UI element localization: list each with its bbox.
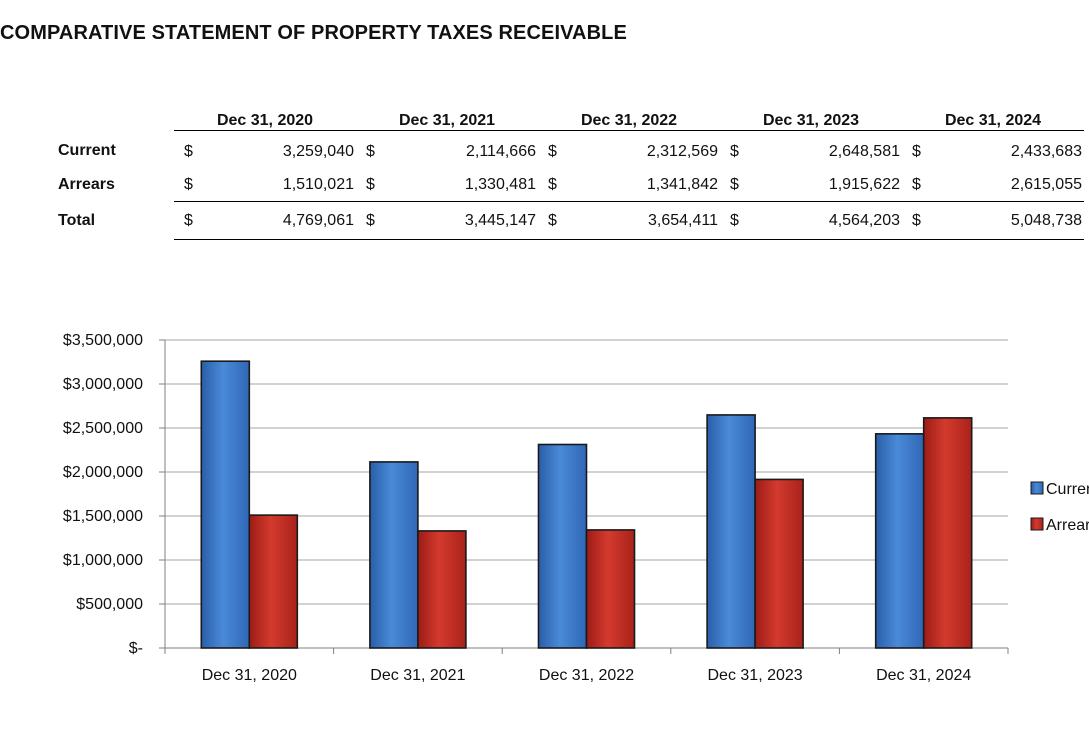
currency-symbol: $ bbox=[912, 142, 921, 160]
table-row-current: Current $ 3,259,040 $ 2,114,666 $ 2,312,… bbox=[50, 131, 1084, 169]
table-cell: 3,654,411 bbox=[568, 201, 720, 240]
x-tick-label: Dec 31, 2023 bbox=[708, 667, 803, 684]
column-header: Dec 31, 2020 bbox=[174, 104, 356, 131]
table-cell: 5,048,738 bbox=[932, 201, 1084, 240]
currency-symbol: $ bbox=[902, 201, 932, 240]
bar-current bbox=[369, 461, 419, 649]
column-header: Dec 31, 2023 bbox=[720, 104, 902, 131]
x-tick-labels: Dec 31, 2020 Dec 31, 2021 Dec 31, 2022 Dec … bbox=[202, 667, 972, 684]
currency-symbol: $ bbox=[538, 168, 568, 202]
y-tick-label: $1,000,000 bbox=[63, 552, 143, 569]
table-cell: 1,915,622 bbox=[750, 168, 902, 202]
table-cell: 4,564,203 bbox=[750, 201, 902, 240]
y-tick-label: $500,000 bbox=[76, 596, 143, 613]
bar-chart: $- $500,000 $1,000,000 $1,500,000 $2,000,000… bbox=[63, 332, 1089, 684]
bar-current bbox=[874, 433, 925, 649]
currency-symbol: $ bbox=[538, 201, 568, 240]
y-tick-label: $- bbox=[129, 640, 143, 657]
x-tick-label: Dec 31, 2022 bbox=[539, 667, 634, 684]
column-header: Dec 31, 2024 bbox=[902, 104, 1084, 131]
bar-arrears bbox=[248, 514, 299, 649]
table-cell: 3,445,147 bbox=[386, 201, 538, 240]
page-title: COMPARATIVE STATEMENT OF PROPERTY TAXES … bbox=[0, 22, 627, 44]
x-tick-label: Dec 31, 2021 bbox=[370, 667, 465, 684]
table-cell: 1,510,021 bbox=[204, 168, 356, 202]
y-tick-label: $3,500,000 bbox=[63, 332, 143, 349]
legend-swatch-arrears bbox=[1030, 517, 1044, 531]
bars bbox=[200, 360, 973, 649]
table-cell: 2,114,666 bbox=[466, 142, 536, 160]
bar-current bbox=[200, 360, 251, 649]
table-cell: 2,615,055 bbox=[932, 168, 1084, 202]
row-label-header bbox=[50, 104, 174, 131]
legend: Current Arrears bbox=[1030, 481, 1089, 534]
row-label: Current bbox=[58, 142, 116, 160]
column-header: Dec 31, 2021 bbox=[356, 104, 538, 131]
y-tick-label: $3,000,000 bbox=[63, 376, 143, 393]
currency-symbol: $ bbox=[366, 142, 375, 160]
currency-symbol: $ bbox=[902, 168, 932, 202]
currency-symbol: $ bbox=[720, 201, 750, 240]
currency-symbol: $ bbox=[548, 142, 557, 160]
table-row-total: Total $ 4,769,061 $ 3,445,147 $ 3,654,41… bbox=[50, 201, 1084, 240]
y-tick-label: $2,500,000 bbox=[63, 420, 143, 437]
y-tick-labels: $- $500,000 $1,000,000 $1,500,000 $2,000,000… bbox=[63, 332, 143, 657]
bar-arrears bbox=[922, 417, 973, 649]
table-cell: 1,330,481 bbox=[386, 168, 538, 202]
currency-symbol: $ bbox=[356, 168, 386, 202]
y-tick-label: $1,500,000 bbox=[63, 508, 143, 525]
table-cell: 2,648,581 bbox=[828, 142, 900, 160]
row-label: Arrears bbox=[58, 175, 115, 193]
column-header: Dec 31, 2022 bbox=[538, 104, 720, 131]
legend-swatch-current bbox=[1030, 481, 1044, 495]
table-row-arrears: Arrears $ 1,510,021 $ 1,330,481 $ 1,341,… bbox=[50, 168, 1084, 202]
x-tick-label: Dec 31, 2024 bbox=[876, 667, 971, 684]
currency-symbol: $ bbox=[174, 168, 204, 202]
x-tick-label: Dec 31, 2020 bbox=[202, 667, 297, 684]
currency-symbol: $ bbox=[174, 201, 204, 240]
bar-arrears bbox=[417, 530, 467, 649]
legend-label: Arrears bbox=[1046, 517, 1089, 534]
table-cell: 4,769,061 bbox=[204, 201, 356, 240]
table-cell: 3,259,040 bbox=[282, 142, 354, 160]
table-header-row: Dec 31, 2020 Dec 31, 2021 Dec 31, 2022 D… bbox=[50, 104, 1084, 131]
legend-label: Current bbox=[1046, 481, 1089, 498]
y-tick-label: $2,000,000 bbox=[63, 464, 143, 481]
currency-symbol: $ bbox=[720, 168, 750, 202]
currency-symbol: $ bbox=[730, 142, 739, 160]
bar-arrears bbox=[585, 529, 636, 649]
bar-current bbox=[706, 414, 756, 649]
currency-symbol: $ bbox=[356, 201, 386, 240]
currency-symbol: $ bbox=[184, 142, 193, 160]
bar-current bbox=[537, 443, 588, 649]
table-cell: 2,312,569 bbox=[646, 142, 718, 160]
bar-arrears bbox=[754, 478, 804, 649]
table-cell: 2,433,683 bbox=[1010, 142, 1082, 160]
receivables-table: Dec 31, 2020 Dec 31, 2021 Dec 31, 2022 D… bbox=[50, 104, 1084, 240]
row-label: Total bbox=[58, 211, 96, 229]
table-cell: 1,341,842 bbox=[568, 168, 720, 202]
